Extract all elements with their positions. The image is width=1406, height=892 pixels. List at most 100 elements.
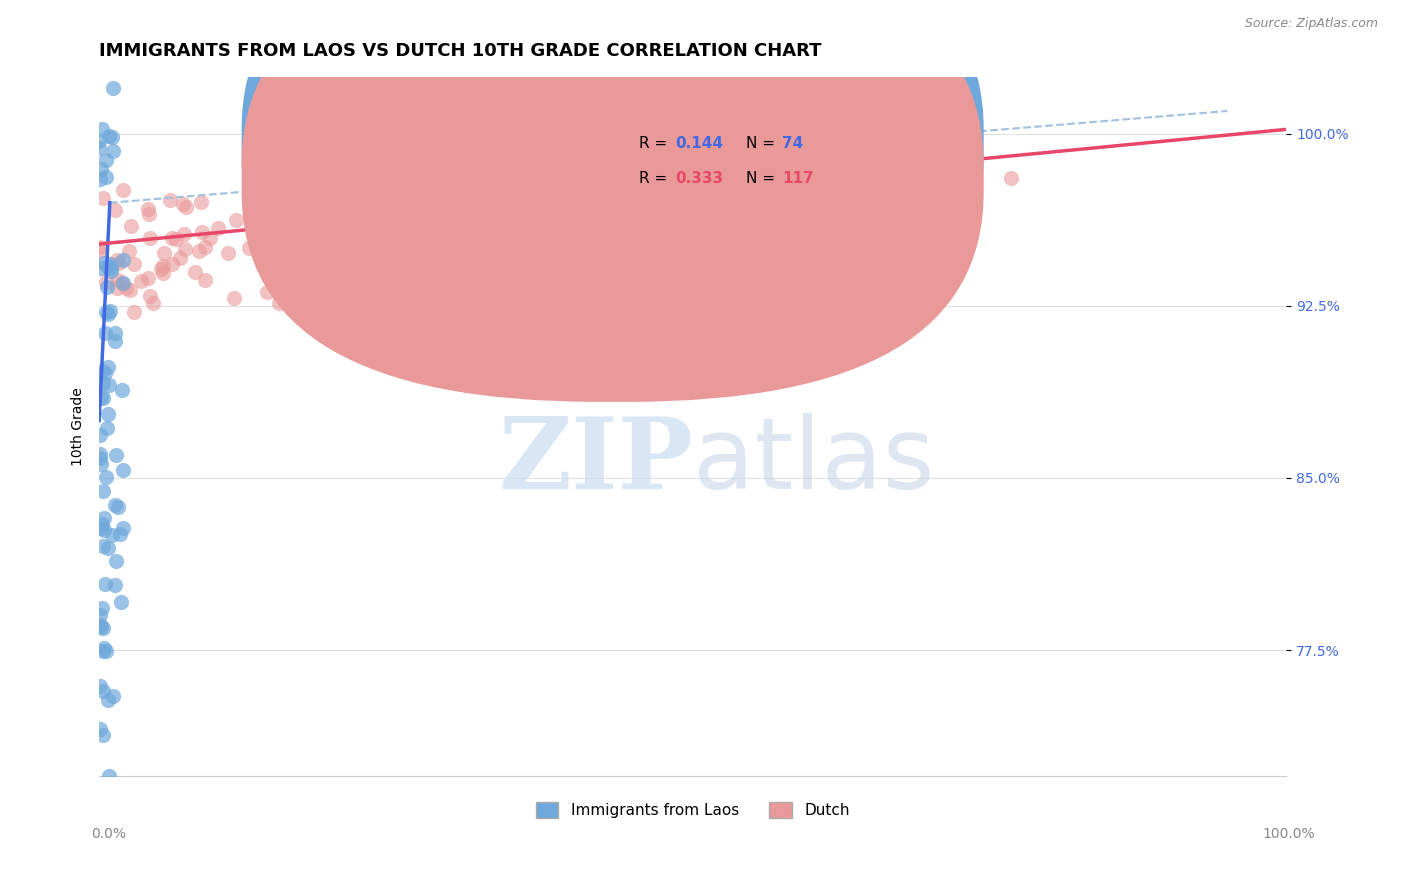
Text: IMMIGRANTS FROM LAOS VS DUTCH 10TH GRADE CORRELATION CHART: IMMIGRANTS FROM LAOS VS DUTCH 10TH GRADE…	[100, 42, 821, 60]
Point	[105, 253, 128, 268]
Text: 0.0%: 0.0%	[91, 828, 127, 841]
Point	[596, 262, 619, 277]
Point	[344, 163, 367, 178]
Text: Source: ZipAtlas.com: Source: ZipAtlas.com	[1244, 17, 1378, 29]
Point	[453, 213, 475, 227]
Point	[405, 241, 427, 255]
Point	[93, 366, 115, 380]
Text: atlas: atlas	[693, 413, 935, 510]
Point	[91, 684, 114, 698]
Point	[110, 594, 132, 608]
Point	[96, 644, 118, 658]
Point	[90, 521, 112, 535]
Point	[284, 263, 307, 277]
Point	[1000, 171, 1022, 186]
Point	[337, 252, 360, 267]
Point	[93, 511, 115, 525]
Text: 0.333: 0.333	[675, 170, 723, 186]
Point	[666, 232, 689, 246]
Point	[94, 169, 117, 184]
Point	[90, 620, 112, 634]
Point	[104, 498, 127, 512]
Point	[104, 578, 127, 592]
Point	[120, 283, 142, 297]
Point	[138, 207, 160, 221]
Point	[465, 236, 488, 251]
Point	[89, 240, 111, 254]
Point	[187, 244, 209, 259]
Point	[721, 185, 744, 199]
Point	[97, 260, 120, 274]
Point	[98, 303, 121, 318]
Point	[256, 285, 278, 299]
Point	[139, 289, 162, 303]
Point	[97, 541, 120, 555]
Point	[267, 296, 290, 310]
Point	[884, 152, 907, 166]
Point	[389, 186, 412, 201]
Point	[193, 240, 215, 254]
Point	[515, 235, 537, 249]
Point	[225, 212, 247, 227]
Point	[328, 221, 350, 235]
Point	[101, 81, 124, 95]
Text: 100.0%: 100.0%	[1263, 828, 1315, 841]
Point	[91, 376, 114, 390]
Point	[194, 273, 217, 287]
Point	[100, 260, 122, 275]
Point	[321, 228, 343, 243]
Point	[432, 185, 454, 199]
Point	[866, 227, 889, 241]
Point	[374, 240, 396, 254]
Point	[142, 296, 165, 310]
Text: N =: N =	[747, 170, 780, 186]
Point	[91, 483, 114, 498]
Point	[93, 523, 115, 537]
Point	[169, 251, 191, 265]
Point	[108, 256, 131, 270]
Point	[94, 576, 117, 591]
Point	[91, 517, 114, 532]
Point	[97, 128, 120, 143]
Point	[107, 273, 129, 287]
Text: 117: 117	[782, 170, 814, 186]
Text: 74: 74	[782, 136, 803, 151]
Point	[94, 305, 117, 319]
Y-axis label: 10th Grade: 10th Grade	[72, 387, 86, 466]
Point	[965, 171, 987, 186]
Point	[104, 554, 127, 568]
Point	[93, 191, 115, 205]
Point	[160, 231, 183, 245]
Point	[111, 253, 134, 268]
Point	[271, 209, 294, 223]
Point	[108, 527, 131, 541]
Point	[405, 225, 427, 239]
Point	[330, 296, 353, 310]
Point	[238, 241, 260, 255]
Point	[190, 194, 212, 209]
Text: ZIP: ZIP	[498, 413, 693, 510]
Point	[402, 221, 425, 235]
FancyBboxPatch shape	[242, 0, 984, 367]
Point	[453, 213, 475, 227]
Point	[302, 205, 325, 219]
Point	[852, 231, 875, 245]
Point	[207, 220, 229, 235]
Point	[290, 211, 312, 226]
Point	[548, 211, 571, 226]
Point	[89, 723, 111, 737]
Point	[342, 195, 364, 210]
Point	[91, 392, 114, 406]
Point	[648, 186, 671, 201]
Point	[316, 260, 339, 274]
Point	[93, 640, 115, 655]
Text: R =: R =	[640, 170, 672, 186]
Point	[94, 275, 117, 289]
Point	[152, 245, 174, 260]
Point	[107, 500, 129, 514]
Point	[516, 231, 538, 245]
Point	[131, 274, 153, 288]
Point	[427, 208, 450, 222]
Point	[522, 221, 544, 235]
Point	[111, 521, 134, 535]
